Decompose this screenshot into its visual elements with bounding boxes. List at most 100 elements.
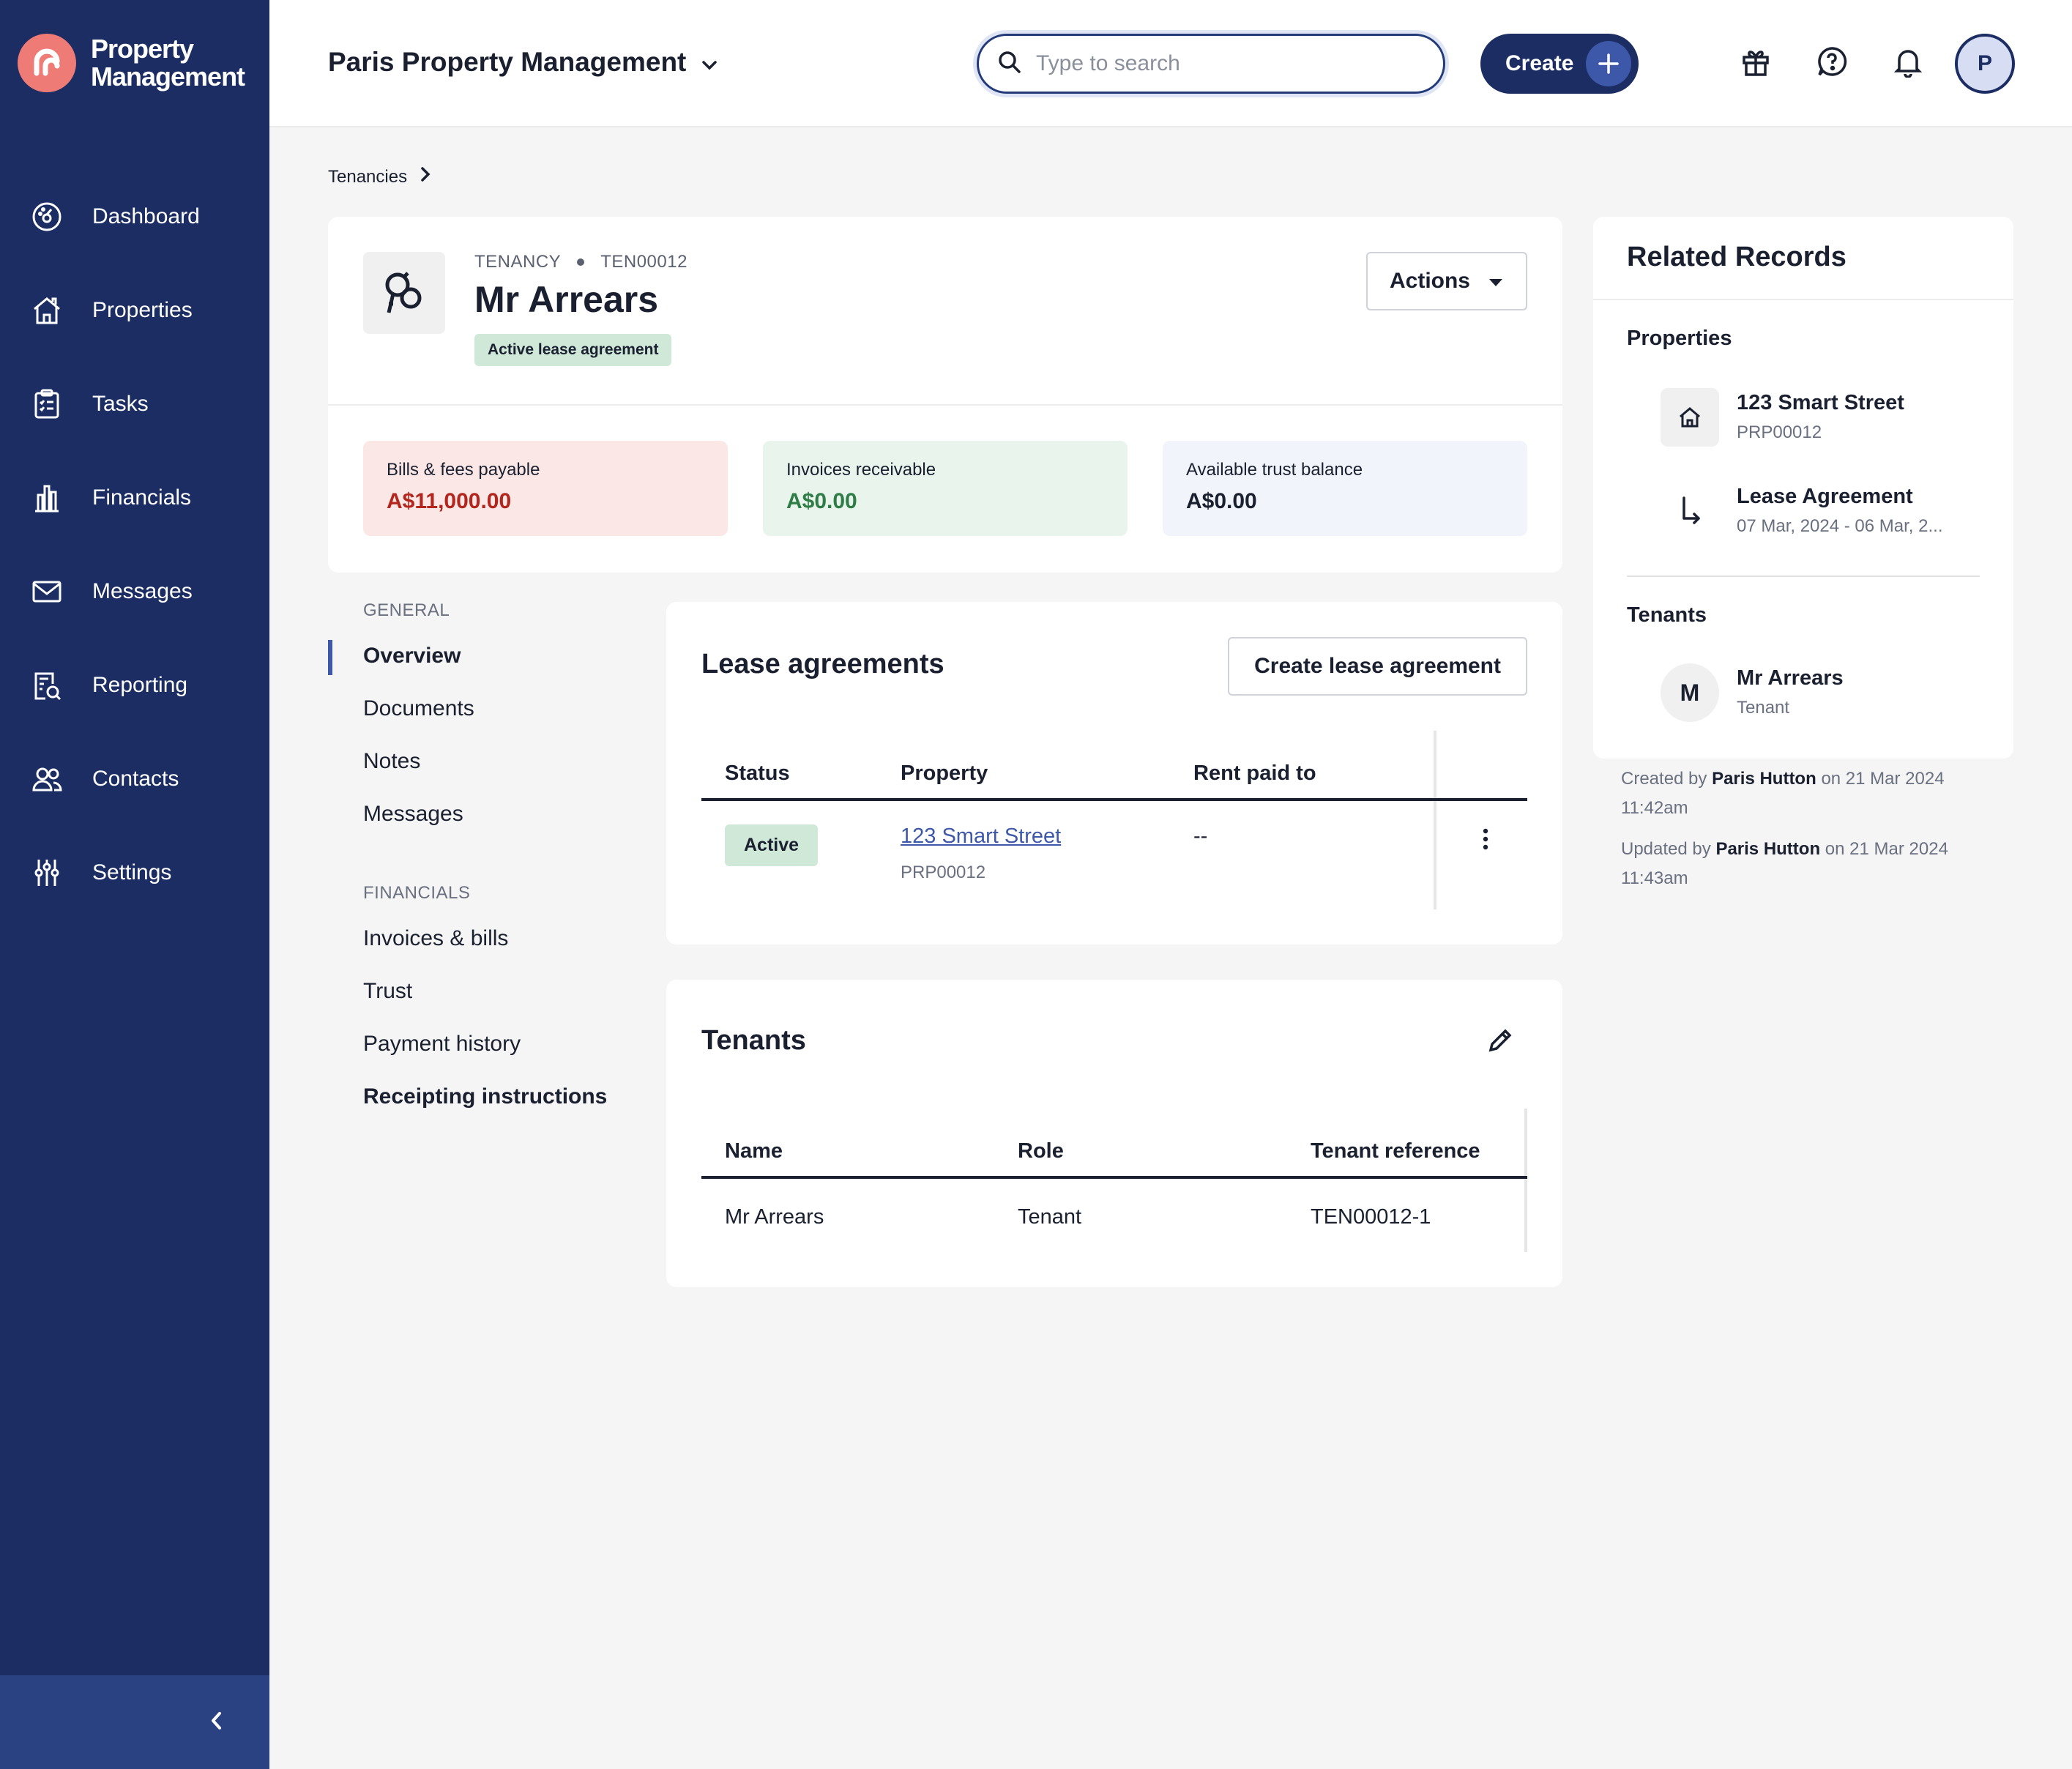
actions-button[interactable]: Actions (1366, 252, 1527, 310)
sidebar-item-contacts[interactable]: Contacts (0, 732, 269, 826)
row-menu-button[interactable] (1475, 826, 1497, 855)
created-by: Paris Hutton (1712, 769, 1816, 789)
search-icon (996, 49, 1023, 79)
updated-time: 11:43am (1621, 868, 1688, 888)
column-header: Role (1018, 1139, 1064, 1163)
column-header: Rent paid to (1193, 761, 1316, 785)
bank-icon (31, 482, 63, 514)
lease-property-link[interactable]: 123 Smart Street (901, 824, 1062, 848)
tenants-table: Name Role Tenant reference Mr Arrears Te… (701, 1109, 1527, 1252)
tenants-card: Tenants Name Role Tenant reference Mr Ar… (666, 980, 1562, 1287)
clipboard-icon (31, 388, 63, 420)
sidebar-item-tasks[interactable]: Tasks (0, 357, 269, 451)
divider (1627, 576, 1980, 577)
tenant-avatar: M (1661, 663, 1719, 722)
lease-agreements-table: Status Property Rent paid to Active 123 … (701, 731, 1527, 909)
stat-label: Available trust balance (1186, 460, 1363, 480)
app-logo[interactable]: Property Management (18, 34, 245, 92)
subnav-trust[interactable]: Trust (363, 979, 413, 1003)
stat-value: A$0.00 (1186, 489, 1257, 513)
org-switcher[interactable]: Paris Property Management (328, 47, 718, 78)
related-tenant-item[interactable]: M Mr Arrears Tenant (1661, 663, 1971, 722)
create-lease-agreement-button[interactable]: Create lease agreement (1228, 637, 1527, 696)
subnav-receipting-instructions[interactable]: Receipting instructions (363, 1084, 608, 1109)
help-button[interactable] (1814, 45, 1849, 81)
sidebar-item-financials[interactable]: Financials (0, 451, 269, 545)
chevron-down-icon (686, 47, 718, 78)
keys-icon (363, 252, 445, 334)
gift-icon (1740, 45, 1772, 81)
tenancy-id: TEN00012 (600, 252, 687, 272)
stat-label: Bills & fees payable (387, 460, 540, 480)
created-prefix: Created by (1621, 769, 1707, 789)
related-property-ref: PRP00012 (1737, 422, 1822, 442)
sidebar-nav: Dashboard Properties Tasks Financials Me… (0, 170, 269, 920)
subnav-spacer (328, 841, 650, 883)
stat-value: A$11,000.00 (387, 489, 512, 513)
sidebar-item-properties[interactable]: Properties (0, 264, 269, 357)
sidebar-item-settings[interactable]: Settings (0, 826, 269, 920)
house-icon (1661, 388, 1719, 447)
tenants-title: Tenants (701, 1025, 806, 1056)
subnav-overview[interactable]: Overview (328, 630, 650, 682)
created-on: on 21 Mar 2024 (1821, 769, 1945, 789)
related-lease-item[interactable]: Lease Agreement 07 Mar, 2024 - 06 Mar, 2… (1661, 482, 1971, 540)
return-arrow-icon (1661, 482, 1719, 540)
stat-trust-balance: Available trust balance A$0.00 (1163, 441, 1527, 536)
subnav-messages[interactable]: Messages (363, 802, 463, 826)
sidebar-item-label: Financials (92, 485, 192, 510)
sidebar-item-label: Tasks (92, 392, 149, 416)
chevron-left-icon (208, 1710, 226, 1735)
sidebar-item-label: Properties (92, 298, 193, 322)
stat-value: A$0.00 (786, 489, 857, 513)
sidebar-item-label: Settings (92, 860, 172, 884)
lease-agreements-title: Lease agreements (701, 649, 944, 679)
related-records-panel: Related Records Properties 123 Smart Str… (1593, 217, 2013, 759)
gift-button[interactable] (1738, 45, 1773, 81)
tenancy-summary-card: TENANCY TEN00012 Mr Arrears Active lease… (328, 217, 1562, 573)
subnav-heading-financials: FINANCIALS (363, 883, 471, 903)
subnav-payment-history[interactable]: Payment history (363, 1032, 521, 1056)
search-box[interactable] (977, 34, 1445, 94)
logo-line-2: Management (91, 62, 245, 92)
breadcrumb: Tenancies (328, 165, 432, 188)
create-button[interactable]: Create (1480, 34, 1639, 94)
chevron-right-icon (407, 165, 432, 188)
sidebar-item-label: Contacts (92, 767, 179, 791)
sidebar-item-reporting[interactable]: Reporting (0, 638, 269, 732)
subnav-documents[interactable]: Documents (363, 696, 474, 720)
search-input[interactable] (1036, 51, 1417, 76)
org-name: Paris Property Management (328, 47, 687, 77)
sidebar-item-label: Reporting (92, 673, 188, 697)
actions-label: Actions (1389, 269, 1470, 293)
sidebar: Property Management Dashboard Properties… (0, 0, 269, 1769)
table-divider (1434, 731, 1436, 909)
sliders-icon (31, 857, 63, 889)
collapse-sidebar-button[interactable] (0, 1675, 269, 1769)
divider (1593, 299, 2013, 300)
lease-agreements-card: Lease agreements Create lease agreement … (666, 602, 1562, 945)
column-header: Name (725, 1139, 783, 1163)
user-avatar[interactable]: P (1955, 34, 2015, 94)
sidebar-item-messages[interactable]: Messages (0, 545, 269, 638)
notifications-button[interactable] (1890, 45, 1926, 81)
house-icon (31, 294, 63, 327)
caret-down-icon (1470, 269, 1504, 294)
related-properties-heading: Properties (1627, 327, 1732, 350)
updated-on: on 21 Mar 2024 (1825, 839, 1948, 859)
updated-by: Paris Hutton (1715, 839, 1821, 859)
tenancy-type-label: TENANCY (474, 252, 562, 272)
subnav-notes[interactable]: Notes (363, 749, 421, 773)
logo-mark-icon (18, 34, 76, 92)
edit-tenants-button[interactable] (1485, 1027, 1516, 1057)
subnav-invoices-bills[interactable]: Invoices & bills (363, 926, 509, 950)
tenant-reference: TEN00012-1 (1311, 1205, 1431, 1229)
top-header: Paris Property Management Create P (269, 0, 2072, 127)
related-property-item[interactable]: 123 Smart Street PRP00012 (1661, 388, 1971, 447)
help-icon (1816, 45, 1848, 81)
tenant-name: Mr Arrears (725, 1205, 824, 1229)
status-badge: Active lease agreement (474, 334, 672, 366)
report-icon (31, 669, 63, 701)
sidebar-item-dashboard[interactable]: Dashboard (0, 170, 269, 264)
breadcrumb-tenancies[interactable]: Tenancies (328, 166, 408, 187)
